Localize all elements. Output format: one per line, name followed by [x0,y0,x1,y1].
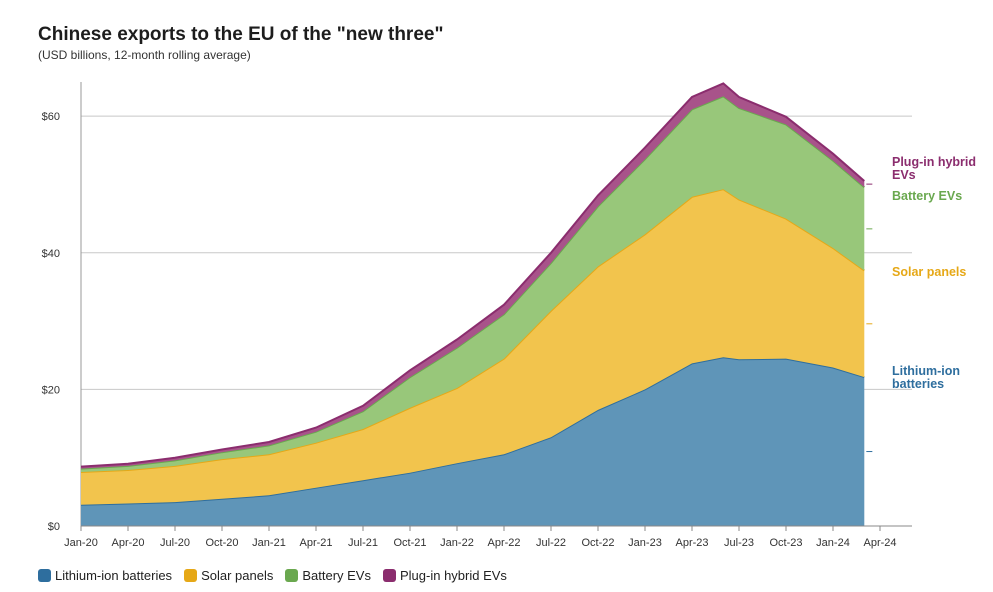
end-label-solar-panels: Solar panels [892,265,966,279]
legend-swatch-battery-evs [285,569,299,582]
legend-item-plug-in-hybrid-evs: Plug-in hybrid EVs [382,568,507,583]
x-tick-label: Apr-23 [675,537,708,549]
legend-swatch-plug-in-hybrid-evs [382,569,396,582]
y-tick-label: $40 [42,248,60,260]
y-tick-label: $20 [42,384,60,396]
legend-label-plug-in-hybrid-evs: Plug-in hybrid EVs [399,568,507,583]
x-tick-label: Oct-20 [205,537,238,549]
series-line-plug-in-hybrid-evs [80,82,865,468]
x-tick-label: Apr-21 [299,537,332,549]
end-label-line: Lithium-ion [892,364,960,378]
legend-item-battery-evs: Battery EVs [285,568,371,583]
end-label-line: Plug-in hybrid [892,155,976,169]
legend-item-solar-panels: Solar panels [184,568,273,583]
x-tick-label: Oct-22 [581,537,614,549]
stacked-area-chart: $0 $20 $40 $60 Jan-20 Apr-20 Jul-20 Oct-20 Jan-2… [42,82,976,549]
end-label-line: Solar panels [892,265,966,279]
x-tick-label: Jan-24 [816,537,850,549]
end-label-lithium-ion-batteries: Lithium-ion batteries [892,364,960,391]
end-label-battery-evs: Battery EVs [892,189,962,203]
x-tick-label: Apr-22 [487,537,520,549]
chart-title: Chinese exports to the EU of the "new th… [38,24,444,45]
legend-swatch-solar-panels [184,569,198,582]
legend-label-battery-evs: Battery EVs [302,568,371,583]
legend-item-lithium-ion-batteries: Lithium-ion batteries [38,568,172,583]
end-label-plug-in-hybrid-evs: Plug-in hybrid EVs [892,155,976,182]
legend-label-lithium-ion-batteries: Lithium-ion batteries [55,568,173,583]
x-tick-label: Jan-22 [440,537,474,549]
legend: Lithium-ion batteries Solar panels Batte… [38,568,507,583]
x-tick-label: Jul-21 [348,537,378,549]
area-solar-panels [81,189,865,505]
x-tick-label: Jan-23 [628,537,662,549]
end-label-line: batteries [892,377,944,391]
x-tick-label: Jul-20 [160,537,190,549]
end-label-line: EVs [892,168,916,182]
legend-label-solar-panels: Solar panels [201,568,274,583]
end-label-line: Battery EVs [892,189,962,203]
x-tick-label: Jul-23 [724,537,754,549]
x-tick-label: Jan-20 [64,537,98,549]
x-tick-label: Apr-24 [863,537,896,549]
x-tick-label: Jan-21 [252,537,286,549]
x-tick-label: Apr-20 [111,537,144,549]
area-lithium-ion-batteries [81,357,865,526]
chart-subtitle: (USD billions, 12-month rolling average) [38,48,251,62]
area-battery-evs [81,96,865,473]
y-tick-label: $0 [48,521,60,533]
x-tick-label: Jul-22 [536,537,566,549]
x-tick-label: Oct-21 [393,537,426,549]
legend-swatch-lithium-ion-batteries [38,569,51,582]
area-plug-in-hybrid-evs [81,83,865,469]
x-tick-label: Oct-23 [769,537,802,549]
y-tick-label: $60 [42,111,60,123]
